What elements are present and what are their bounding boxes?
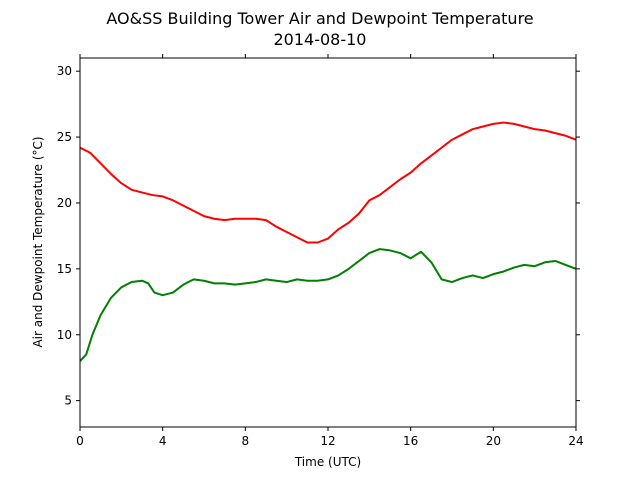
chart-title: AO&SS Building Tower Air and Dewpoint Te… xyxy=(106,9,533,28)
series-line-1 xyxy=(79,248,577,362)
y-tick-label: 30 xyxy=(57,64,72,78)
y-tick-label: 5 xyxy=(64,394,72,408)
x-tick-label: 16 xyxy=(403,434,418,448)
x-tick-label: 0 xyxy=(76,434,84,448)
x-axis-label: Time (UTC) xyxy=(294,455,361,469)
plot-frame xyxy=(79,57,577,428)
x-axis: 0 4 8 12 16 20 24 xyxy=(76,54,584,448)
y-axis: 5 10 15 20 25 30 xyxy=(57,64,580,408)
series-line-0 xyxy=(79,121,577,244)
x-tick-label: 12 xyxy=(320,434,335,448)
chart-subtitle: 2014-08-10 xyxy=(274,30,367,49)
x-tick-label: 20 xyxy=(486,434,501,448)
y-tick-label: 20 xyxy=(57,196,72,210)
y-tick-label: 15 xyxy=(57,262,72,276)
x-tick-label: 8 xyxy=(242,434,250,448)
y-axis-label: Air and Dewpoint Temperature (°C) xyxy=(31,136,45,347)
x-tick-label: 24 xyxy=(568,434,583,448)
y-tick-label: 25 xyxy=(57,130,72,144)
y-tick-label: 10 xyxy=(57,328,72,342)
x-tick-label: 4 xyxy=(159,434,167,448)
series-layer xyxy=(79,121,577,362)
